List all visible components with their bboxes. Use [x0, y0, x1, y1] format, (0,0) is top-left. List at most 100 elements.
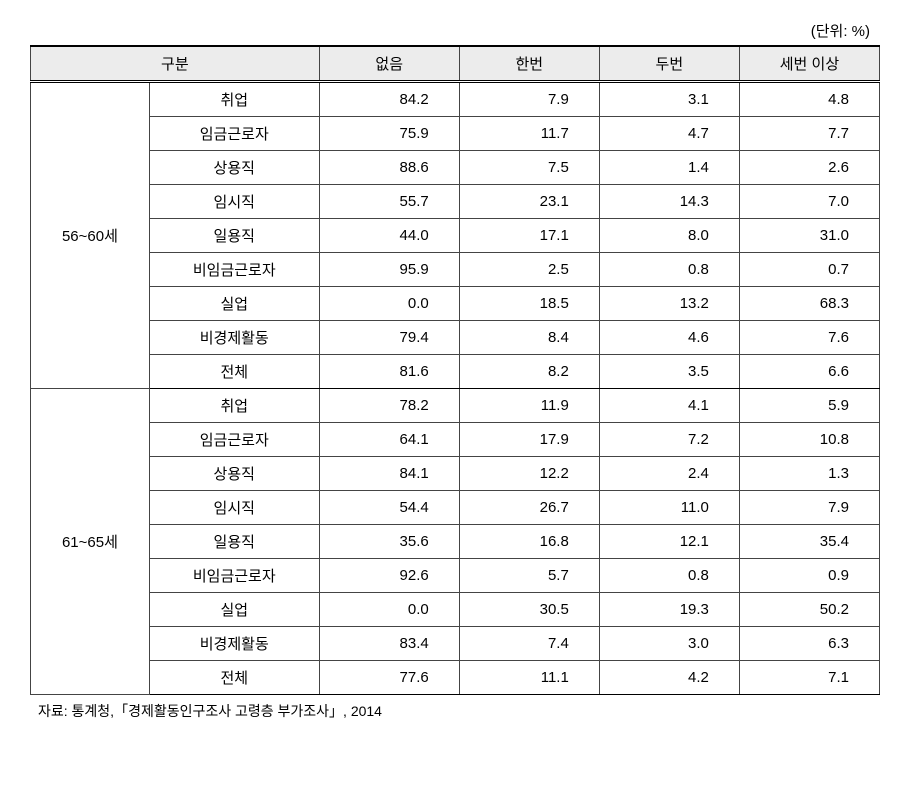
- cell-value: 3.0: [599, 627, 739, 661]
- cell-value: 0.0: [319, 287, 459, 321]
- cell-value: 44.0: [319, 219, 459, 253]
- cell-value: 2.6: [739, 151, 879, 185]
- cell-value: 17.1: [459, 219, 599, 253]
- row-category: 일용직: [149, 525, 319, 559]
- col-header-3: 세번 이상: [739, 46, 879, 82]
- cell-value: 84.2: [319, 82, 459, 117]
- table-body: 56~60세취업84.27.93.14.8임금근로자75.911.74.77.7…: [31, 82, 880, 695]
- cell-value: 17.9: [459, 423, 599, 457]
- table-header-row: 구분 없음 한번 두번 세번 이상: [31, 46, 880, 82]
- row-category: 임시직: [149, 491, 319, 525]
- cell-value: 2.4: [599, 457, 739, 491]
- table-row: 비임금근로자95.92.50.80.7: [31, 253, 880, 287]
- cell-value: 11.9: [459, 389, 599, 423]
- cell-value: 12.1: [599, 525, 739, 559]
- row-category: 전체: [149, 355, 319, 389]
- table-row: 비경제활동83.47.43.06.3: [31, 627, 880, 661]
- col-group-header: 구분: [31, 46, 320, 82]
- cell-value: 79.4: [319, 321, 459, 355]
- cell-value: 8.0: [599, 219, 739, 253]
- table-row: 비임금근로자92.65.70.80.9: [31, 559, 880, 593]
- table-row: 상용직84.112.22.41.3: [31, 457, 880, 491]
- cell-value: 84.1: [319, 457, 459, 491]
- cell-value: 16.8: [459, 525, 599, 559]
- row-category: 실업: [149, 287, 319, 321]
- table-row: 일용직44.017.18.031.0: [31, 219, 880, 253]
- table-row: 56~60세취업84.27.93.14.8: [31, 82, 880, 117]
- cell-value: 92.6: [319, 559, 459, 593]
- cell-value: 88.6: [319, 151, 459, 185]
- row-category: 임금근로자: [149, 117, 319, 151]
- cell-value: 23.1: [459, 185, 599, 219]
- table-row: 임시직55.723.114.37.0: [31, 185, 880, 219]
- table-row: 임시직54.426.711.07.9: [31, 491, 880, 525]
- cell-value: 1.3: [739, 457, 879, 491]
- cell-value: 55.7: [319, 185, 459, 219]
- group-label: 56~60세: [31, 82, 150, 389]
- table-row: 실업0.030.519.350.2: [31, 593, 880, 627]
- cell-value: 7.9: [459, 82, 599, 117]
- cell-value: 4.7: [599, 117, 739, 151]
- col-header-2: 두번: [599, 46, 739, 82]
- cell-value: 11.0: [599, 491, 739, 525]
- cell-value: 4.1: [599, 389, 739, 423]
- cell-value: 68.3: [739, 287, 879, 321]
- cell-value: 3.5: [599, 355, 739, 389]
- cell-value: 54.4: [319, 491, 459, 525]
- cell-value: 5.7: [459, 559, 599, 593]
- cell-value: 2.5: [459, 253, 599, 287]
- cell-value: 4.6: [599, 321, 739, 355]
- cell-value: 8.2: [459, 355, 599, 389]
- cell-value: 7.6: [739, 321, 879, 355]
- cell-value: 78.2: [319, 389, 459, 423]
- cell-value: 75.9: [319, 117, 459, 151]
- table-row: 상용직88.67.51.42.6: [31, 151, 880, 185]
- cell-value: 81.6: [319, 355, 459, 389]
- unit-label: (단위: %): [30, 20, 880, 41]
- cell-value: 6.6: [739, 355, 879, 389]
- row-category: 비경제활동: [149, 627, 319, 661]
- table-row: 실업0.018.513.268.3: [31, 287, 880, 321]
- cell-value: 4.2: [599, 661, 739, 695]
- cell-value: 7.9: [739, 491, 879, 525]
- table-row: 임금근로자75.911.74.77.7: [31, 117, 880, 151]
- row-category: 비임금근로자: [149, 253, 319, 287]
- cell-value: 6.3: [739, 627, 879, 661]
- table-row: 전체77.611.14.27.1: [31, 661, 880, 695]
- table-row: 임금근로자64.117.97.210.8: [31, 423, 880, 457]
- cell-value: 4.8: [739, 82, 879, 117]
- cell-value: 0.8: [599, 559, 739, 593]
- row-category: 실업: [149, 593, 319, 627]
- cell-value: 50.2: [739, 593, 879, 627]
- cell-value: 77.6: [319, 661, 459, 695]
- cell-value: 83.4: [319, 627, 459, 661]
- cell-value: 19.3: [599, 593, 739, 627]
- cell-value: 0.8: [599, 253, 739, 287]
- cell-value: 31.0: [739, 219, 879, 253]
- cell-value: 0.0: [319, 593, 459, 627]
- cell-value: 26.7: [459, 491, 599, 525]
- cell-value: 35.4: [739, 525, 879, 559]
- row-category: 전체: [149, 661, 319, 695]
- row-category: 일용직: [149, 219, 319, 253]
- row-category: 비경제활동: [149, 321, 319, 355]
- cell-value: 7.1: [739, 661, 879, 695]
- cell-value: 5.9: [739, 389, 879, 423]
- row-category: 임금근로자: [149, 423, 319, 457]
- cell-value: 18.5: [459, 287, 599, 321]
- cell-value: 7.7: [739, 117, 879, 151]
- table-row: 전체81.68.23.56.6: [31, 355, 880, 389]
- group-label: 61~65세: [31, 389, 150, 695]
- cell-value: 11.7: [459, 117, 599, 151]
- table-row: 일용직35.616.812.135.4: [31, 525, 880, 559]
- cell-value: 7.2: [599, 423, 739, 457]
- row-category: 상용직: [149, 151, 319, 185]
- data-table: 구분 없음 한번 두번 세번 이상 56~60세취업84.27.93.14.8임…: [30, 45, 880, 695]
- row-category: 임시직: [149, 185, 319, 219]
- cell-value: 30.5: [459, 593, 599, 627]
- cell-value: 14.3: [599, 185, 739, 219]
- cell-value: 11.1: [459, 661, 599, 695]
- cell-value: 13.2: [599, 287, 739, 321]
- cell-value: 10.8: [739, 423, 879, 457]
- cell-value: 64.1: [319, 423, 459, 457]
